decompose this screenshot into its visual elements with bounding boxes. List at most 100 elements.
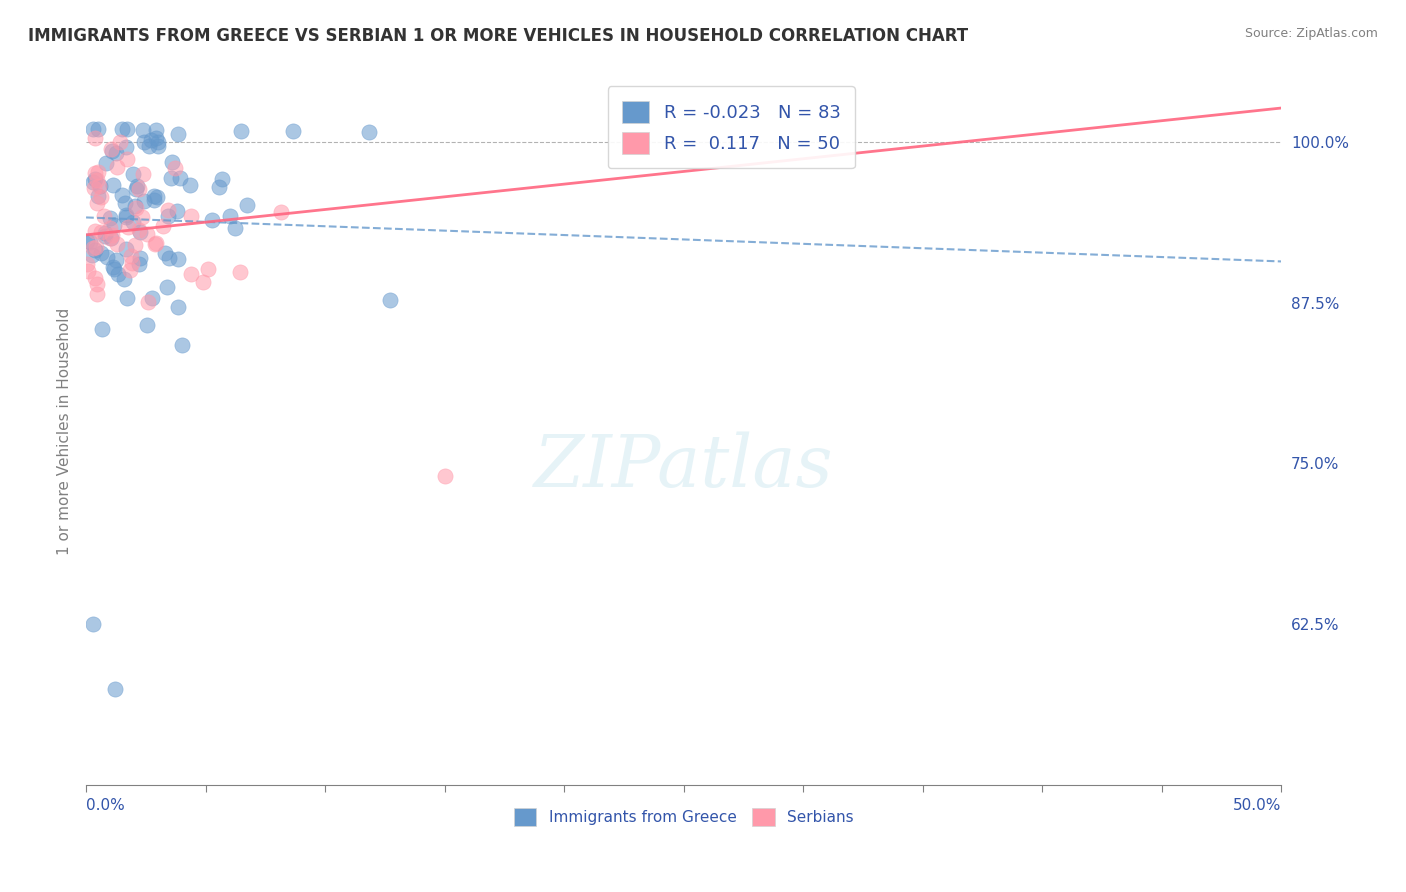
Serbians — [228, 265, 250, 279]
Immigrants from Greece — [115, 208, 138, 222]
Immigrants from Greece — [114, 272, 136, 286]
Immigrants from Greece — [76, 234, 98, 248]
Immigrants from Greece — [127, 179, 149, 194]
Serbians — [98, 220, 121, 235]
Immigrants from Greece — [100, 231, 122, 245]
Immigrants from Greece — [114, 210, 136, 224]
Serbians — [86, 277, 108, 291]
Immigrants from Greece — [172, 338, 194, 352]
Immigrants from Greece — [141, 291, 163, 305]
Immigrants from Greece — [219, 209, 242, 223]
Immigrants from Greece — [111, 122, 134, 136]
Serbians — [125, 201, 148, 215]
Serbians — [132, 167, 155, 181]
Immigrants from Greece — [138, 139, 160, 153]
Serbians — [86, 287, 108, 301]
Immigrants from Greece — [96, 250, 118, 264]
Immigrants from Greece — [359, 125, 381, 139]
Immigrants from Greece — [105, 253, 128, 268]
Serbians — [84, 239, 107, 253]
Immigrants from Greece — [128, 257, 150, 271]
Immigrants from Greece — [94, 156, 117, 170]
Immigrants from Greece — [114, 195, 136, 210]
Serbians — [128, 182, 150, 196]
Immigrants from Greece — [200, 213, 222, 227]
Immigrants from Greece — [167, 127, 190, 141]
Immigrants from Greece — [145, 122, 167, 136]
Immigrants from Greece — [169, 170, 191, 185]
Immigrants from Greece — [167, 252, 190, 266]
Serbians — [90, 190, 112, 204]
Serbians — [138, 295, 160, 310]
Immigrants from Greece — [122, 167, 145, 181]
Serbians — [83, 224, 105, 238]
Immigrants from Greece — [145, 131, 167, 145]
Serbians — [131, 211, 153, 225]
Serbians — [152, 219, 174, 234]
Immigrants from Greece — [134, 194, 156, 208]
Immigrants from Greece — [235, 198, 257, 212]
Immigrants from Greece — [89, 246, 111, 260]
Serbians — [115, 153, 138, 167]
Serbians — [77, 264, 100, 278]
Serbians — [93, 209, 115, 223]
Immigrants from Greece — [136, 318, 159, 333]
Immigrants from Greece — [105, 146, 128, 161]
Serbians — [157, 202, 180, 217]
Text: ZIPatlas: ZIPatlas — [534, 432, 834, 502]
Immigrants from Greece — [84, 172, 107, 186]
Serbians — [118, 263, 141, 277]
Immigrants from Greece — [132, 135, 155, 149]
Immigrants from Greece — [87, 122, 110, 136]
Immigrants from Greece — [82, 617, 104, 632]
Immigrants from Greece — [124, 199, 146, 213]
Serbians — [83, 131, 105, 145]
Immigrants from Greece — [378, 293, 401, 308]
Immigrants from Greece — [139, 133, 162, 147]
Serbians — [191, 275, 214, 289]
Serbians — [197, 262, 219, 277]
Immigrants from Greece — [90, 322, 112, 336]
Immigrants from Greece — [157, 209, 180, 223]
Serbians — [105, 160, 128, 174]
Serbians — [87, 179, 110, 194]
Serbians — [121, 256, 143, 270]
Immigrants from Greece — [87, 189, 110, 203]
Serbians — [108, 135, 131, 149]
Immigrants from Greece — [107, 267, 129, 281]
Legend: Immigrants from Greece, Serbians: Immigrants from Greece, Serbians — [506, 800, 862, 834]
Serbians — [117, 219, 139, 234]
Serbians — [83, 180, 105, 194]
Immigrants from Greece — [82, 122, 104, 136]
Serbians — [87, 165, 110, 179]
Immigrants from Greece — [142, 189, 165, 203]
Text: 0.0%: 0.0% — [86, 798, 125, 813]
Immigrants from Greece — [160, 155, 183, 169]
Immigrants from Greece — [93, 227, 115, 241]
Serbians — [90, 225, 112, 239]
Immigrants from Greece — [146, 136, 169, 150]
Serbians — [82, 242, 104, 256]
Serbians — [143, 236, 166, 251]
Immigrants from Greece — [115, 139, 138, 153]
Immigrants from Greece — [231, 123, 253, 137]
Serbians — [83, 270, 105, 285]
Immigrants from Greece — [157, 251, 180, 265]
Serbians — [180, 209, 202, 223]
Immigrants from Greece — [129, 252, 152, 266]
Serbians — [128, 222, 150, 236]
Serbians — [145, 235, 167, 250]
Immigrants from Greece — [89, 179, 111, 194]
Serbians — [98, 231, 121, 245]
Immigrants from Greece — [82, 175, 104, 189]
Serbians — [163, 161, 186, 175]
Immigrants from Greece — [93, 229, 115, 244]
Serbians — [86, 172, 108, 186]
Immigrants from Greece — [125, 181, 148, 195]
Immigrants from Greece — [155, 280, 177, 294]
Serbians — [100, 142, 122, 156]
Immigrants from Greece — [122, 215, 145, 229]
Y-axis label: 1 or more Vehicles in Household: 1 or more Vehicles in Household — [58, 308, 72, 555]
Serbians — [270, 204, 292, 219]
Serbians — [180, 268, 202, 282]
